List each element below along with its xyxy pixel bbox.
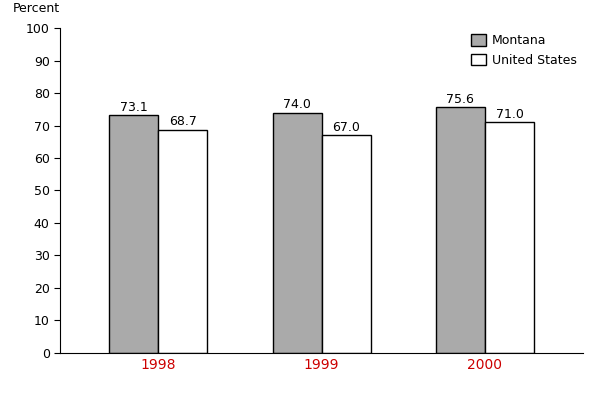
Bar [158,130,207,353]
Text: 75.6: 75.6 [447,93,474,106]
Legend: Montana, United States: Montana, United States [471,34,577,67]
Text: 73.1: 73.1 [120,101,147,114]
Bar [272,113,322,353]
Text: 74.0: 74.0 [283,98,311,111]
Bar [322,135,371,353]
Text: 71.0: 71.0 [495,107,523,121]
Bar [485,122,534,353]
Text: 68.7: 68.7 [169,115,197,128]
Text: 67.0: 67.0 [332,121,360,134]
Bar [436,107,485,353]
Text: Percent: Percent [13,2,60,15]
Bar [109,115,158,353]
